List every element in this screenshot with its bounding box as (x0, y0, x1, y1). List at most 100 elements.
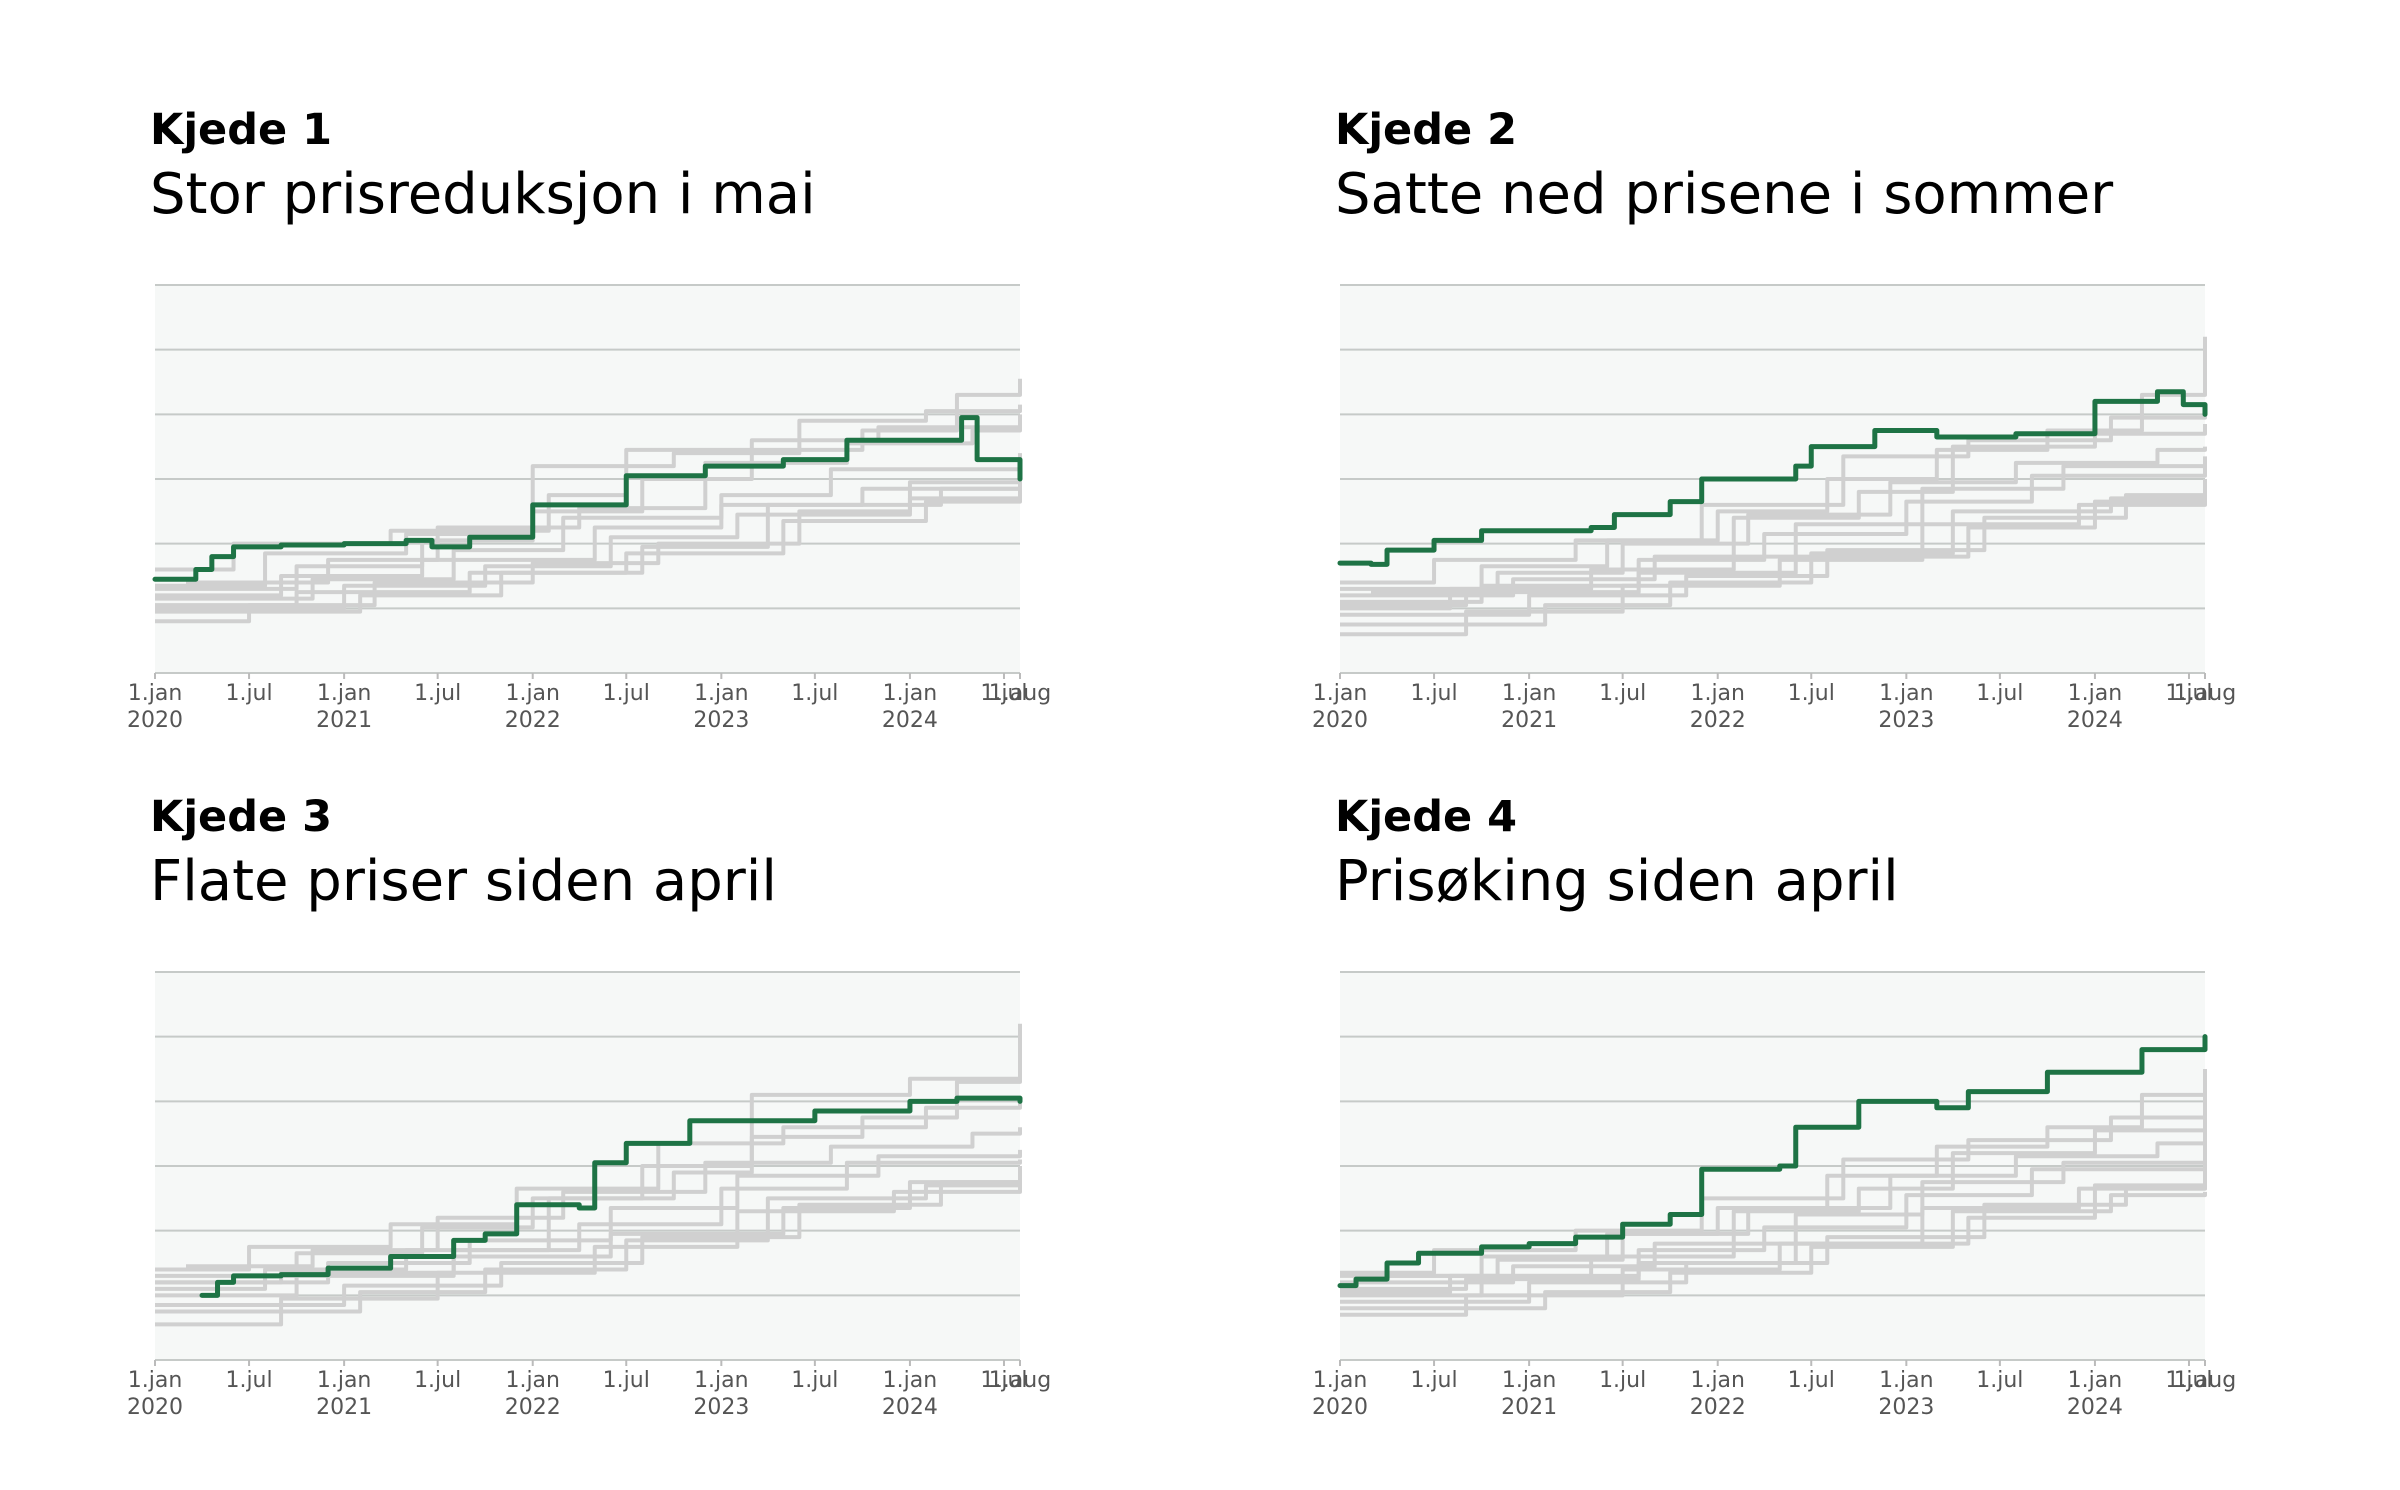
x-tick-label: 1.jan (128, 1368, 183, 1393)
x-tick-label: 2020 (127, 1395, 183, 1420)
x-tick-label: 1.jul (1976, 1368, 2023, 1393)
series-line-other (1340, 479, 2207, 608)
chart-kicker: Kjede 1 (150, 105, 333, 155)
x-tick-label: 1.jul (603, 1368, 650, 1393)
chart-kicker: Kjede 4 (1335, 792, 1518, 842)
x-tick-label: 2023 (693, 708, 749, 733)
x-tick-label: 1.jul (2165, 681, 2212, 706)
x-tick-label: 1.jan (883, 681, 938, 706)
x-tick-label: 1.jul (1788, 1368, 1835, 1393)
series-line-other (1340, 488, 2207, 637)
x-tick-label: 1.jul (603, 681, 650, 706)
x-tick-label: 1.jul (980, 1368, 1027, 1393)
x-tick-label: 1.aug (989, 681, 1051, 706)
x-tick-label: 1.jan (694, 1368, 749, 1393)
x-tick-label: 1.jan (128, 681, 183, 706)
x-tick-label: 2020 (1312, 1395, 1368, 1420)
series-line-highlight (199, 1095, 1023, 1298)
series-line-other (1371, 1136, 2207, 1278)
series-line-highlight (1337, 389, 2208, 567)
x-tick-label: 1.jan (505, 1368, 560, 1393)
x-tick-label: 1.jan (1502, 1368, 1557, 1393)
x-tick-label: 2022 (1690, 1395, 1746, 1420)
series-line-other (155, 482, 1022, 614)
x-tick-label: 1.jul (1976, 681, 2023, 706)
chart-panel-1: Kjede 1 Stor prisreduksjon i mai 1.jan 20… (127, 105, 1250, 765)
x-tick-label: 2021 (316, 1395, 372, 1420)
chart-kicker: Kjede 3 (150, 792, 333, 842)
x-tick-label: 1.jul (414, 1368, 461, 1393)
x-tick-label: 2020 (1312, 708, 1368, 733)
chart-panel-3: Kjede 3 Flate priser siden april 1.jan 20… (127, 792, 1250, 1452)
series-line-other (155, 1098, 1022, 1272)
x-tick-label: 1.jan (317, 681, 372, 706)
series-line-other (186, 424, 1022, 585)
x-tick-label: 1.jul (1599, 681, 1646, 706)
x-tick-label: 1.jan (1879, 1368, 1934, 1393)
x-tick-label: 2022 (1690, 708, 1746, 733)
x-tick-label: 1.aug (2174, 681, 2236, 706)
chart-panel-2: Kjede 2 Satte ned prisene i sommer 1.jan… (1312, 105, 2400, 765)
chart-title: Flate priser siden april (150, 849, 777, 914)
series-line-other (155, 475, 1022, 598)
series-line-highlight (1337, 1034, 2208, 1289)
x-tick-label: 1.jul (791, 681, 838, 706)
x-tick-label: 2023 (693, 1395, 749, 1420)
x-tick-label: 1.jul (225, 681, 272, 706)
series-line-other (155, 1023, 1022, 1278)
series-line-highlight (152, 415, 1023, 582)
series-line-other (155, 472, 1022, 611)
x-tick-label: 1.jul (225, 1368, 272, 1393)
x-tick-label: 2023 (1878, 1395, 1934, 1420)
series-line-other (1340, 1182, 2207, 1304)
series-line-other (1340, 1191, 2207, 1311)
x-tick-label: 1.jan (1313, 681, 1368, 706)
series-line-other (155, 453, 1022, 601)
x-tick-label: 1.jul (791, 1368, 838, 1393)
chart-kicker: Kjede 2 (1335, 105, 1518, 155)
x-tick-label: 2022 (505, 708, 561, 733)
series-line-other (1340, 466, 2207, 604)
series-line-other (1340, 1069, 2207, 1291)
series-line-other (1340, 1156, 2207, 1285)
x-tick-label: 2022 (505, 1395, 561, 1420)
series-line-other (155, 1062, 1022, 1291)
x-tick-label: 1.jan (317, 1368, 372, 1393)
x-tick-label: 1.jan (1502, 681, 1557, 706)
x-tick-label: 2024 (2067, 1395, 2123, 1420)
x-tick-label: 1.jan (2068, 681, 2123, 706)
x-tick-label: 1.jul (2165, 1368, 2212, 1393)
series-line-other (155, 404, 1022, 588)
x-tick-label: 1.jul (414, 681, 461, 706)
series-line-other (1340, 407, 2207, 585)
x-tick-label: 1.aug (2174, 1368, 2236, 1393)
series-line-other (155, 1149, 1022, 1285)
x-tick-label: 2023 (1878, 708, 1934, 733)
x-tick-label: 1.jan (1690, 681, 1745, 706)
chart-title: Stor prisreduksjon i mai (150, 162, 816, 227)
series-line-other (186, 1127, 1022, 1269)
chart-title: Satte ned prisene i sommer (1335, 162, 2114, 227)
series-line-other (155, 1182, 1022, 1327)
x-tick-label: 1.jan (1690, 1368, 1745, 1393)
series-line-other (1371, 446, 2207, 595)
x-tick-label: 1.jul (980, 681, 1027, 706)
chart-panel-4: Kjede 4 Prisøking siden april 1.jan 2020 1… (1312, 792, 2400, 1452)
x-tick-label: 1.jul (1410, 1368, 1457, 1393)
series-line-other (155, 495, 1022, 608)
x-tick-label: 2024 (882, 1395, 938, 1420)
x-tick-label: 2024 (882, 708, 938, 733)
x-tick-label: 1.jan (694, 681, 749, 706)
x-tick-label: 2021 (316, 708, 372, 733)
x-tick-label: 1.jan (883, 1368, 938, 1393)
x-tick-label: 1.jan (2068, 1368, 2123, 1393)
x-tick-label: 1.jul (1788, 681, 1835, 706)
series-line-other (155, 1172, 1022, 1314)
x-tick-label: 2020 (127, 708, 183, 733)
x-tick-label: 1.jan (1313, 1368, 1368, 1393)
x-tick-label: 1.jul (1410, 681, 1457, 706)
x-tick-label: 1.jul (1599, 1368, 1646, 1393)
